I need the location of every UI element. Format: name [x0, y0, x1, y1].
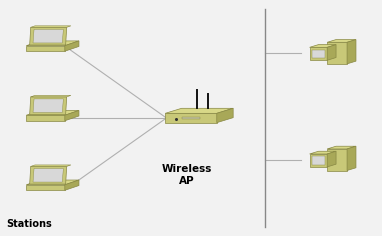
Polygon shape: [309, 47, 327, 60]
Polygon shape: [217, 108, 233, 123]
Polygon shape: [31, 26, 71, 27]
Polygon shape: [26, 115, 65, 121]
Polygon shape: [327, 151, 336, 167]
Polygon shape: [30, 27, 67, 45]
Polygon shape: [26, 185, 65, 190]
Polygon shape: [65, 41, 79, 51]
Polygon shape: [347, 40, 356, 64]
Polygon shape: [309, 151, 336, 154]
Polygon shape: [309, 45, 336, 47]
Polygon shape: [30, 166, 67, 184]
Polygon shape: [33, 29, 63, 43]
Polygon shape: [33, 99, 63, 113]
Polygon shape: [347, 146, 356, 171]
Polygon shape: [33, 169, 63, 182]
Polygon shape: [65, 110, 79, 121]
Polygon shape: [26, 110, 79, 115]
Polygon shape: [31, 165, 71, 166]
Polygon shape: [327, 40, 356, 42]
Text: Wireless
AP: Wireless AP: [162, 164, 212, 186]
Polygon shape: [309, 154, 327, 167]
Polygon shape: [312, 156, 325, 165]
Polygon shape: [65, 180, 79, 190]
Polygon shape: [182, 117, 200, 119]
Polygon shape: [30, 97, 67, 114]
Polygon shape: [327, 42, 347, 64]
Polygon shape: [327, 146, 356, 149]
Polygon shape: [26, 46, 65, 51]
Polygon shape: [31, 95, 71, 97]
Polygon shape: [327, 45, 336, 60]
Polygon shape: [26, 41, 79, 46]
Polygon shape: [312, 50, 325, 58]
Polygon shape: [327, 149, 347, 171]
Polygon shape: [165, 108, 233, 113]
Polygon shape: [165, 113, 217, 123]
Polygon shape: [26, 180, 79, 185]
Text: Stations: Stations: [6, 219, 52, 229]
